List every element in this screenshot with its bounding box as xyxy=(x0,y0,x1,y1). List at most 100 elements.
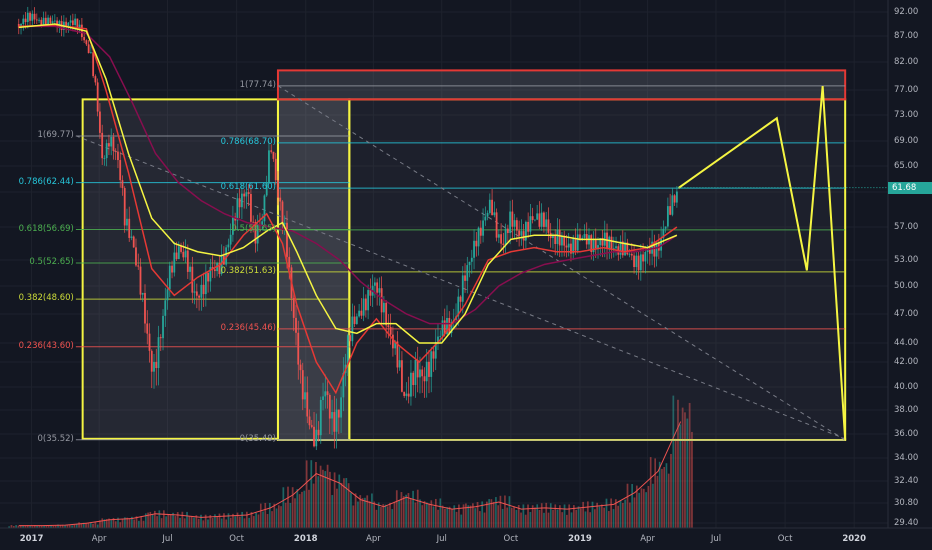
volume-bar xyxy=(291,487,294,528)
volume-bar xyxy=(193,517,195,528)
candle-body xyxy=(407,393,410,397)
candle-body xyxy=(669,206,672,215)
candle-body xyxy=(563,235,566,246)
volume-bar xyxy=(310,460,313,528)
volume-bar xyxy=(647,485,650,528)
candle-body xyxy=(317,429,320,436)
volume-bar xyxy=(43,525,45,528)
volume-bar xyxy=(181,511,184,528)
drawing-boxes[interactable] xyxy=(81,69,847,441)
candle-body xyxy=(401,360,403,392)
volume-bar xyxy=(343,478,345,528)
volume-bar xyxy=(50,525,52,528)
volume-bar xyxy=(534,507,536,528)
volume-bar xyxy=(319,465,322,528)
candle-body xyxy=(583,234,586,238)
candle-body xyxy=(128,218,131,238)
candle-body xyxy=(536,213,539,220)
volume-bar xyxy=(133,519,136,528)
fib-label-left: 0.618(56.69) xyxy=(18,223,74,234)
candle-body xyxy=(398,360,401,368)
volume-bar xyxy=(610,498,613,528)
candle-body xyxy=(268,150,270,183)
candle-body xyxy=(621,241,624,256)
candle-body xyxy=(288,256,291,268)
volume-bar xyxy=(439,498,442,528)
volume-bar xyxy=(303,490,306,528)
candle-body xyxy=(274,158,277,181)
volume-bar xyxy=(354,493,357,528)
volume-bar xyxy=(621,502,624,528)
candle-body xyxy=(155,361,158,369)
candle-body xyxy=(364,298,367,311)
volume-bar xyxy=(361,498,364,528)
candle-body xyxy=(112,136,115,151)
volume-bar xyxy=(110,520,113,528)
volume-bar xyxy=(188,516,191,528)
volume-bar xyxy=(400,492,403,528)
projection-path[interactable] xyxy=(677,85,888,441)
candle-body xyxy=(504,228,507,245)
volume-bar xyxy=(312,483,315,528)
candle-body xyxy=(83,37,86,41)
volume-bar xyxy=(204,514,207,528)
candle-body xyxy=(520,231,523,236)
candle-body xyxy=(502,243,505,245)
candle-body xyxy=(450,322,453,334)
candle-body xyxy=(319,400,322,436)
candle-body xyxy=(130,236,133,238)
volume-bar xyxy=(165,516,167,528)
candle-body xyxy=(403,391,406,396)
volume-bar xyxy=(275,508,278,528)
volume-bar xyxy=(481,501,484,528)
volume-bar xyxy=(386,506,389,528)
candle-body xyxy=(459,296,462,302)
candle-body xyxy=(524,221,527,241)
candle-body xyxy=(301,370,304,400)
volume-bar xyxy=(61,524,64,528)
time-tick-label: 2020 xyxy=(842,534,867,544)
candle-body xyxy=(58,21,61,28)
fib-levels[interactable] xyxy=(75,85,846,441)
volume-bar xyxy=(598,506,601,528)
price-tick-label: 65.00 xyxy=(894,161,919,171)
volume-bar xyxy=(211,518,214,528)
volume-bar xyxy=(384,504,387,528)
candle-body xyxy=(612,248,615,250)
candle-body xyxy=(482,220,484,236)
candle-body xyxy=(121,180,124,189)
candle-body xyxy=(166,289,169,301)
candle-body xyxy=(114,150,117,152)
volume-bar xyxy=(377,502,380,528)
volume-bar xyxy=(395,490,398,528)
time-tick-label: Oct xyxy=(229,534,244,544)
volume-bar xyxy=(586,501,589,528)
volume-bar xyxy=(642,488,645,528)
volume-bar xyxy=(19,525,22,528)
volume-bar xyxy=(536,504,539,528)
candle-body xyxy=(633,255,635,268)
volume-bar xyxy=(220,518,223,528)
time-tick-label: Apr xyxy=(640,534,655,544)
volume-bar xyxy=(467,505,470,528)
volume-bar xyxy=(520,512,522,528)
volume-bar xyxy=(409,498,412,528)
candle-body xyxy=(29,12,31,21)
candle-body xyxy=(389,327,392,335)
candle-body xyxy=(245,192,248,197)
volume-bar xyxy=(654,458,657,528)
volume-bar xyxy=(529,511,532,528)
volume-bar xyxy=(686,418,689,528)
volume-bar xyxy=(124,517,126,528)
volume-bar xyxy=(347,483,350,528)
volume-bar xyxy=(672,395,675,528)
candle-body xyxy=(326,391,329,395)
candle-body xyxy=(42,17,45,26)
volume-bar xyxy=(635,485,638,528)
price-tick-label: 92.00 xyxy=(894,7,919,17)
candle-body xyxy=(439,335,442,337)
candle-body xyxy=(610,236,613,249)
candle-body xyxy=(362,298,365,316)
volume-bar xyxy=(540,503,543,528)
